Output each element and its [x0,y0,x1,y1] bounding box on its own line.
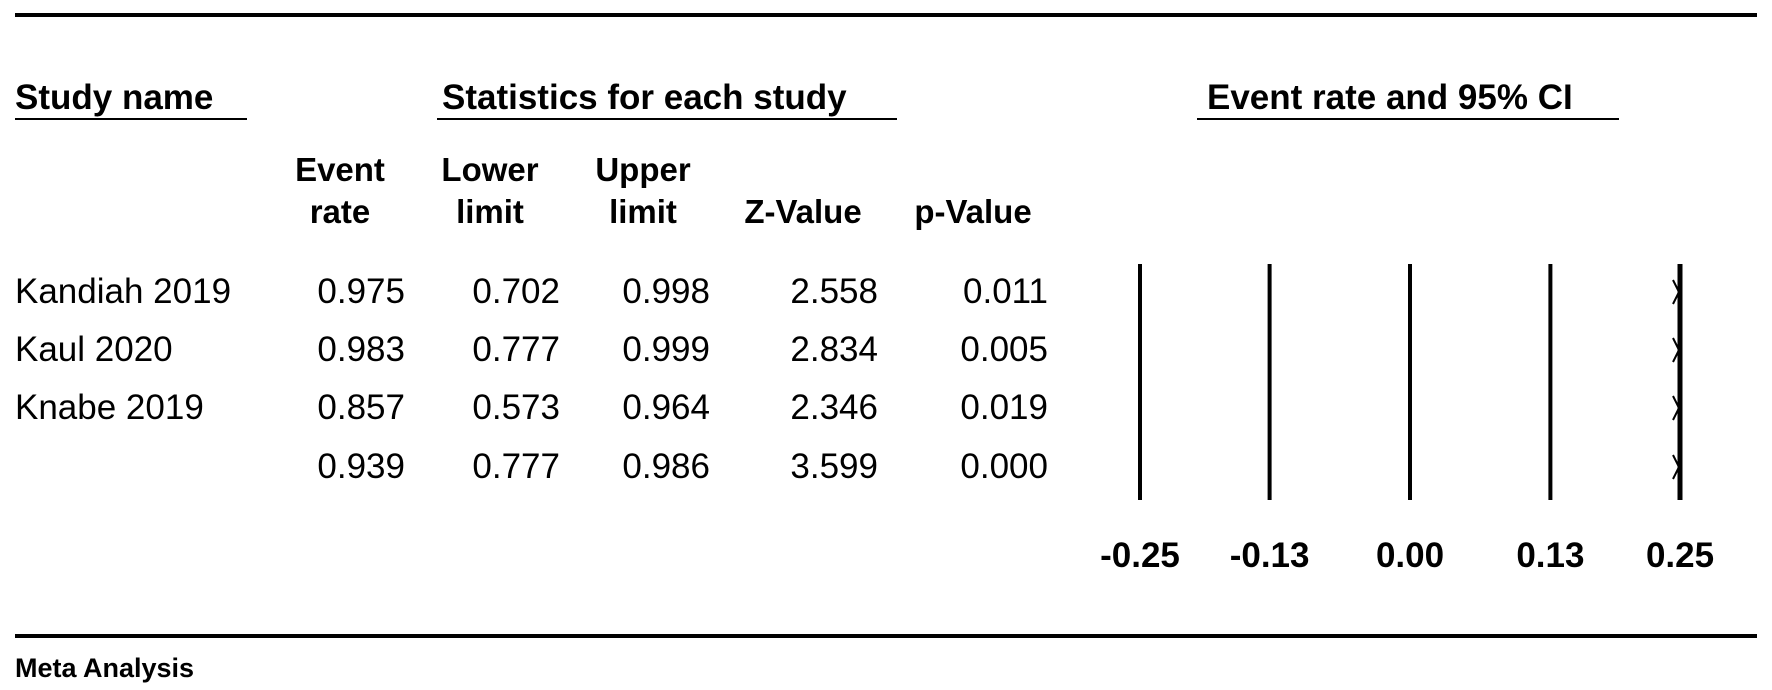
stat-cell: 3.599 [790,447,878,486]
col-header-lower-limit: Lower limit [425,149,555,233]
stat-cell: 0.777 [472,330,560,369]
stat-cell: 0.011 [963,272,1048,311]
stat-cell: 2.834 [790,330,878,369]
forest-plot: -0.25 -0.13 0.00 0.13 0.25 [1100,264,1714,570]
study-name-underline [15,118,247,120]
point-marker [1672,454,1681,480]
col-header-line2: Z-Value [744,193,862,230]
col-header-z-value: Z-Value [728,191,878,233]
point-marker [1672,395,1681,421]
col-header-line1: Upper [595,151,691,188]
study-name-cell: Kandiah 2019 [15,272,232,311]
x-tick-label: 0.13 [1516,536,1584,570]
statistics-header: Statistics for each study [442,78,847,117]
point-marker [1672,279,1681,305]
x-tick-label: 0.25 [1646,536,1714,570]
col-header-line1: Event [295,151,385,188]
event-rate-ci-underline [1197,118,1619,120]
footer-label: Meta Analysis [15,653,195,683]
point-marker [1672,337,1681,363]
event-rate-ci-header: Event rate and 95% CI [1207,78,1573,117]
study-name-cell: Kaul 2020 [15,330,173,369]
col-header-line2: rate [309,193,371,230]
stat-cell: 0.998 [622,272,710,311]
col-header-line2: limit [456,193,524,230]
stat-cell: 0.986 [622,447,710,486]
stat-cell: 0.975 [317,272,405,311]
stat-cell: 0.019 [960,388,1048,427]
stat-cell: 0.983 [317,330,405,369]
stat-cell: 2.558 [790,272,878,311]
stat-cell: 0.005 [960,330,1048,369]
study-name-header: Study name [15,78,214,117]
stat-cell: 0.964 [622,388,710,427]
col-header-p-value: p-Value [898,191,1048,233]
top-rule [15,13,1757,17]
stat-cell: 0.000 [960,447,1048,486]
col-header-event-rate: Event rate [275,149,405,233]
x-tick-label: -0.13 [1230,536,1310,570]
stat-cell: 0.702 [472,272,560,311]
x-tick-label: 0.00 [1376,536,1444,570]
stat-cell: 0.777 [472,447,560,486]
stat-cell: 0.999 [622,330,710,369]
col-header-upper-limit: Upper limit [578,149,708,233]
stat-cell: 0.573 [472,388,560,427]
bottom-rule [15,634,1757,638]
x-tick-label: -0.25 [1100,536,1180,570]
col-header-line1: Lower [441,151,539,188]
col-header-line2: limit [609,193,677,230]
study-name-cell: Knabe 2019 [15,388,204,427]
statistics-underline [437,118,897,120]
stat-cell: 0.857 [317,388,405,427]
stat-cell: 2.346 [790,388,878,427]
stat-cell: 0.939 [317,447,405,486]
col-header-line2: p-Value [914,193,1032,230]
